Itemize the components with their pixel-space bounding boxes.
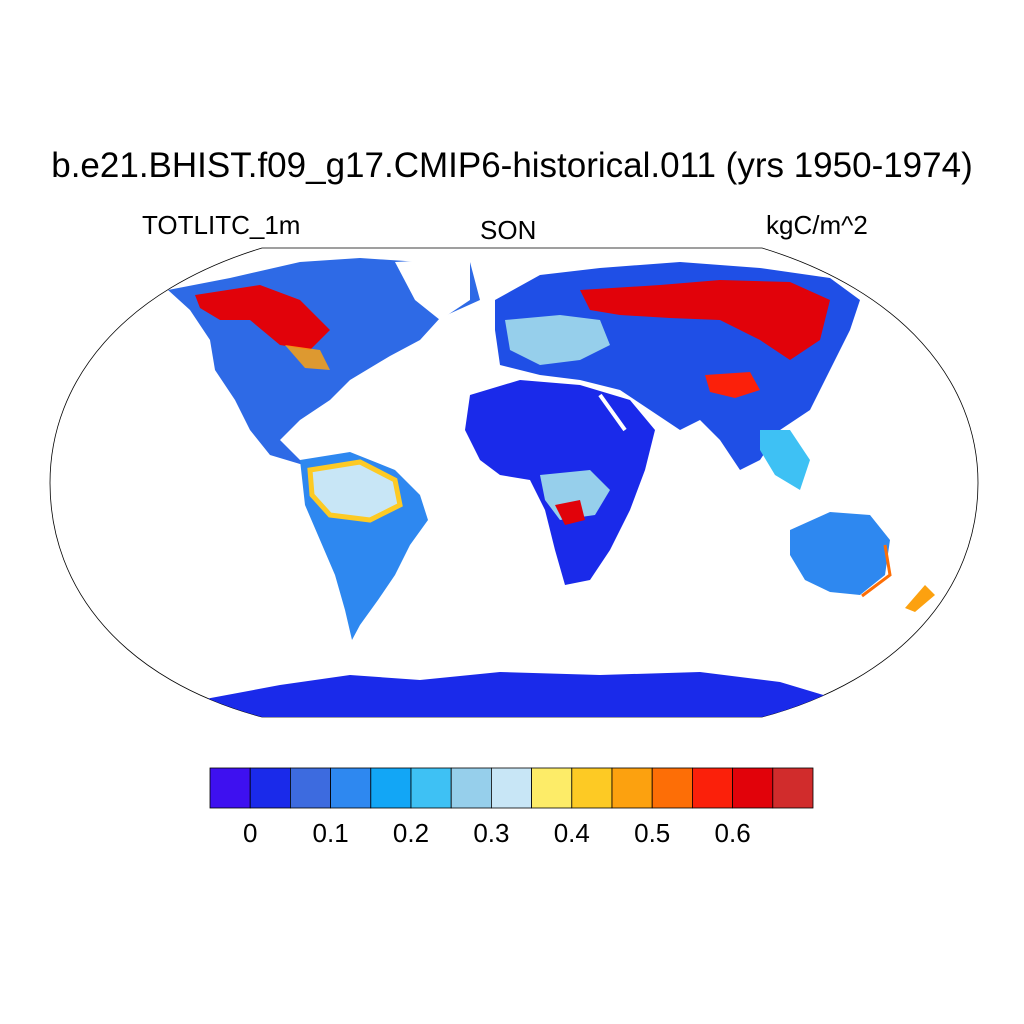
colorbar-tick-label: 0 xyxy=(243,818,257,848)
colorbar-swatch xyxy=(490,767,532,809)
colorbar-tick-label: 0.4 xyxy=(554,818,590,848)
canada-orange xyxy=(285,345,330,370)
greenland xyxy=(395,258,470,320)
colorbar-tick-label: 0.6 xyxy=(715,818,751,848)
colorbar-swatch xyxy=(289,767,331,809)
colorbar-swatch xyxy=(209,767,251,809)
plot-title: b.e21.BHIST.f09_g17.CMIP6-historical.011… xyxy=(51,146,973,185)
variable-label: TOTLITC_1m xyxy=(142,210,301,240)
colorbar-swatch xyxy=(732,767,774,809)
colorbar-tick-label: 0.5 xyxy=(634,818,670,848)
colorbar-swatch xyxy=(772,767,814,809)
new-zealand xyxy=(905,585,935,612)
north-america-high xyxy=(195,285,330,350)
colorbar-swatch xyxy=(692,767,734,809)
se-asia-land xyxy=(760,430,810,490)
europe-light xyxy=(505,315,610,365)
siberia-high xyxy=(580,280,830,360)
antarctica-land xyxy=(120,672,900,717)
amazon-field xyxy=(310,462,400,520)
tibet-high xyxy=(705,372,760,398)
colorbar-swatch xyxy=(571,767,613,809)
colorbar-tick-label: 0.3 xyxy=(473,818,509,848)
colorbar-swatch xyxy=(330,767,372,809)
congo-high xyxy=(555,500,585,525)
colorbar-swatch xyxy=(651,767,693,809)
colorbar-swatch xyxy=(450,767,492,809)
australia-land xyxy=(790,512,890,595)
colorbar: 0 0.1 0.2 0.3 0.4 0.5 0.6 xyxy=(209,767,814,848)
units-label: kgC/m^2 xyxy=(766,210,868,240)
colorbar-swatch xyxy=(611,767,653,809)
colorbar-tick-label: 0.1 xyxy=(313,818,349,848)
land-fields xyxy=(120,258,935,717)
colorbar-swatch xyxy=(249,767,291,809)
colorbar-tick-label: 0.2 xyxy=(393,818,429,848)
red-sea xyxy=(598,393,627,432)
australia-edge xyxy=(861,544,892,598)
colorbar-swatch xyxy=(410,767,452,809)
season-label: SON xyxy=(480,215,537,245)
amazon-edge xyxy=(307,459,403,523)
colorbar-swatch xyxy=(370,767,412,809)
colorbar-swatch xyxy=(531,767,573,809)
